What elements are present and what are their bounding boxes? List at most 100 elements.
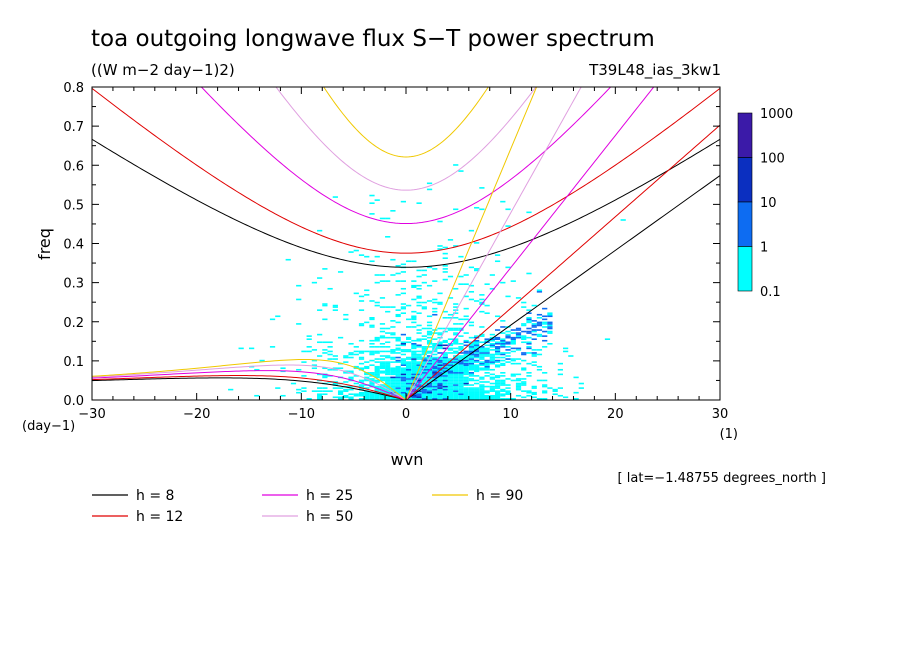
heatmap-cell — [406, 350, 412, 353]
heatmap-cell — [447, 390, 454, 392]
heatmap-cell — [411, 317, 417, 319]
heatmap-cell — [385, 365, 391, 368]
kelvin-wave-curve — [405, 87, 582, 400]
heatmap-cell — [416, 373, 422, 376]
heatmap-cell — [521, 330, 527, 333]
heatmap-cell — [489, 359, 495, 362]
heatmap-cell — [453, 352, 459, 354]
heatmap-cell — [500, 346, 506, 348]
heatmap-cell — [500, 359, 506, 362]
heatmap-cell — [400, 349, 406, 351]
heatmap-cell — [437, 344, 443, 347]
heatmap-cell — [547, 313, 553, 316]
heatmap-cell — [442, 375, 448, 377]
heatmap-cell — [369, 391, 375, 394]
heatmap-cell — [510, 342, 516, 345]
heatmap-cell — [458, 356, 464, 359]
heatmap-cell — [463, 376, 469, 379]
heatmap-cell — [526, 346, 532, 348]
heatmap-cell — [400, 379, 406, 382]
heatmap-cell — [494, 260, 501, 263]
heatmap-cell — [374, 336, 380, 339]
heatmap-cell — [479, 352, 485, 354]
heatmap-cell — [463, 391, 469, 394]
heatmap-cell — [479, 381, 485, 383]
heatmap-cell — [453, 379, 459, 382]
x-tick-label: −10 — [288, 407, 315, 422]
heatmap-cell — [463, 358, 469, 360]
heatmap-cell — [515, 297, 522, 299]
heatmap-cell — [395, 387, 401, 389]
heatmap-cell — [573, 376, 579, 379]
heatmap-cell — [364, 365, 370, 368]
heatmap-cell — [479, 341, 485, 344]
heatmap-cell — [531, 304, 537, 307]
heatmap-cell — [447, 372, 454, 374]
heatmap-cell — [494, 375, 501, 377]
heatmap-cell — [296, 368, 302, 371]
heatmap-cell — [463, 368, 469, 371]
heatmap-cell — [421, 346, 427, 348]
heatmap-cell — [531, 320, 537, 322]
heatmap-cell — [400, 292, 406, 295]
heatmap-cell — [369, 346, 375, 348]
y-tick-label: 0.3 — [63, 277, 84, 292]
heatmap-cell — [453, 387, 459, 389]
heatmap-cell — [395, 398, 401, 400]
heatmap-cell — [421, 361, 427, 363]
heatmap-cell — [458, 347, 464, 350]
heatmap-cell — [468, 266, 475, 269]
heatmap-cell — [337, 398, 344, 400]
heatmap-cell — [411, 356, 417, 359]
heatmap-cell — [521, 382, 527, 385]
heatmap-cell — [379, 364, 386, 366]
heatmap-cell — [526, 211, 532, 214]
heatmap-cell — [479, 353, 485, 356]
heatmap-cell — [390, 333, 396, 336]
heatmap-cell — [432, 390, 438, 392]
heatmap-cell — [447, 398, 454, 400]
heatmap-cell — [458, 385, 464, 388]
heatmap-cell — [432, 376, 438, 379]
heatmap-cell — [484, 359, 490, 362]
heatmap-cell — [385, 336, 391, 339]
heatmap-cell — [474, 367, 480, 370]
heatmap-cell — [379, 327, 386, 330]
heatmap-cell — [406, 326, 412, 328]
heatmap-cell — [515, 332, 522, 334]
heatmap-cell — [385, 217, 391, 220]
heatmap-cell — [510, 336, 516, 339]
heatmap-cell — [317, 396, 323, 399]
rossby-wave-curve — [92, 375, 407, 400]
heatmap-cell — [379, 367, 386, 370]
heatmap-cell — [447, 365, 454, 368]
heatmap-cell — [494, 341, 501, 344]
heatmap-cell — [489, 396, 495, 399]
heatmap-cell — [521, 324, 527, 327]
heatmap-cell — [479, 384, 485, 386]
heatmap-cell — [406, 381, 412, 383]
heatmap-cell — [348, 396, 354, 399]
heatmap-cell — [437, 301, 443, 304]
heatmap-cell — [395, 359, 401, 362]
heatmap-cell — [416, 393, 422, 396]
heatmap-cell — [442, 358, 448, 360]
heatmap-cell — [500, 353, 506, 356]
heatmap-cell — [447, 378, 454, 380]
heatmap-cell — [489, 390, 495, 392]
heatmap-cell — [474, 379, 480, 382]
heatmap-cell — [411, 352, 417, 354]
heatmap-cell — [421, 396, 427, 399]
heatmap-cell — [432, 384, 438, 386]
heatmap-cell — [474, 390, 480, 392]
heatmap-cell — [468, 344, 475, 347]
heatmap-cell — [432, 342, 438, 345]
heatmap-cell — [421, 281, 427, 284]
heatmap-cell — [442, 367, 448, 370]
heatmap-cell — [453, 394, 459, 397]
heatmap-cell — [453, 372, 459, 374]
heatmap-cell — [484, 355, 490, 357]
heatmap-cell — [500, 390, 506, 392]
heatmap-cell — [442, 355, 448, 357]
heatmap-cell — [353, 292, 359, 295]
